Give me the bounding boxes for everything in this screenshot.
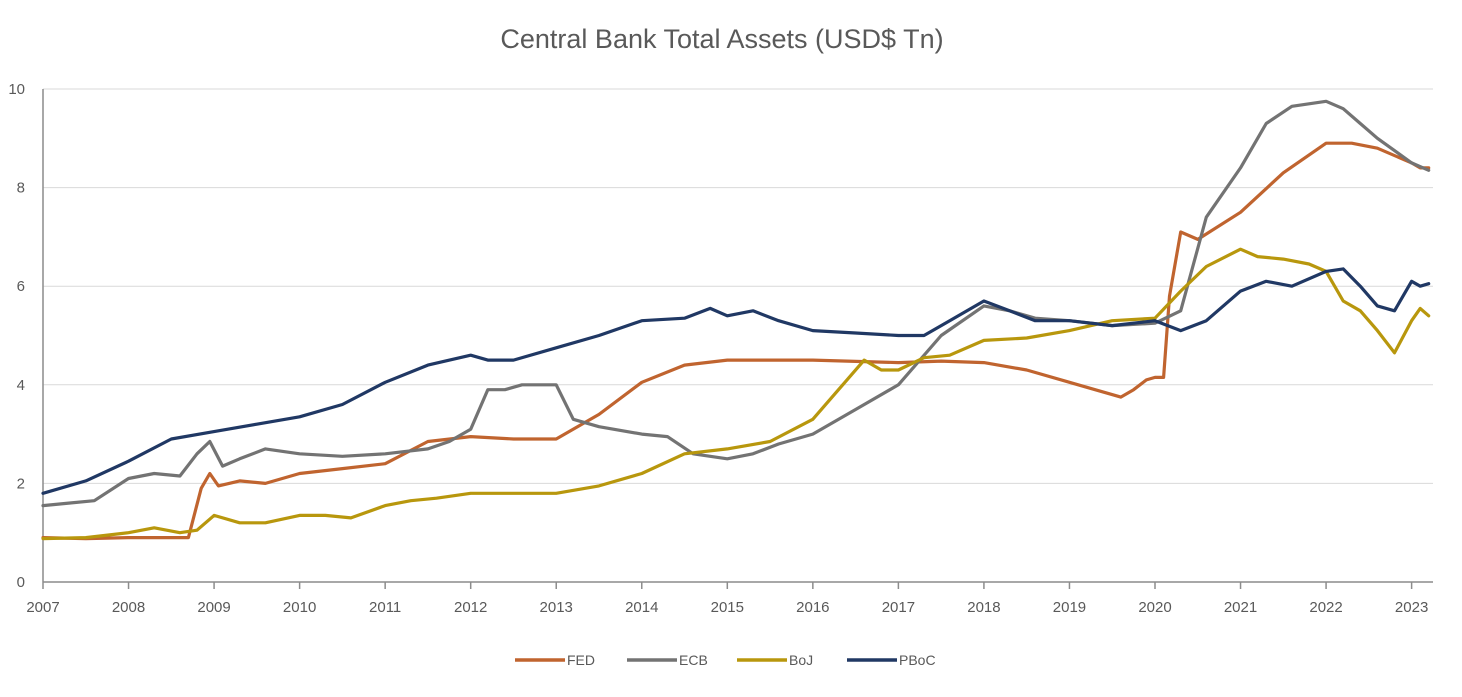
x-tick-label: 2021 [1224, 599, 1257, 616]
x-tick-label: 2020 [1138, 599, 1171, 616]
legend-label-pboc: PBoC [899, 652, 936, 668]
chart-title: Central Bank Total Assets (USD$ Tn) [500, 24, 943, 54]
series-line-pboc [41, 267, 1431, 495]
y-tick-label: 6 [17, 278, 25, 295]
series-line-boj [41, 247, 1431, 541]
x-tick-label: 2008 [112, 599, 145, 616]
legend-label-boj: BoJ [789, 652, 813, 668]
y-tick-label: 4 [17, 377, 25, 394]
gridlines [43, 88, 1433, 484]
x-tick-label: 2018 [967, 599, 1000, 616]
x-tick-label: 2009 [197, 599, 230, 616]
y-tick-label: 0 [17, 574, 25, 591]
series-lines [41, 99, 1431, 541]
series-line-ecb [41, 99, 1431, 508]
y-tick-label: 2 [17, 475, 25, 492]
legend-label-fed: FED [567, 652, 595, 668]
axes: 0 2 4 6 8 10 2007 2008 2009 2010 2011 2012 2013 2014 2… [8, 81, 1433, 616]
x-tick-label: 2016 [796, 599, 829, 616]
x-tick-label: 2015 [711, 599, 744, 616]
legend: FED ECB BoJ PBoC [515, 652, 936, 668]
x-tick-label: 2011 [369, 599, 401, 616]
x-tick-label: 2012 [454, 599, 487, 616]
x-tick-label: 2023 [1395, 599, 1428, 616]
x-tick-label: 2019 [1053, 599, 1086, 616]
y-tick-label: 10 [8, 81, 25, 98]
x-tick-label: 2014 [625, 599, 658, 616]
x-tick-label: 2010 [283, 599, 316, 616]
legend-label-ecb: ECB [679, 652, 708, 668]
x-tick-label: 2013 [540, 599, 573, 616]
x-tick-label: 2007 [26, 599, 59, 616]
series-line-fed [41, 141, 1431, 541]
y-tick-label: 8 [17, 180, 25, 197]
x-tick-label: 2017 [882, 599, 915, 616]
x-tick-label: 2022 [1309, 599, 1342, 616]
